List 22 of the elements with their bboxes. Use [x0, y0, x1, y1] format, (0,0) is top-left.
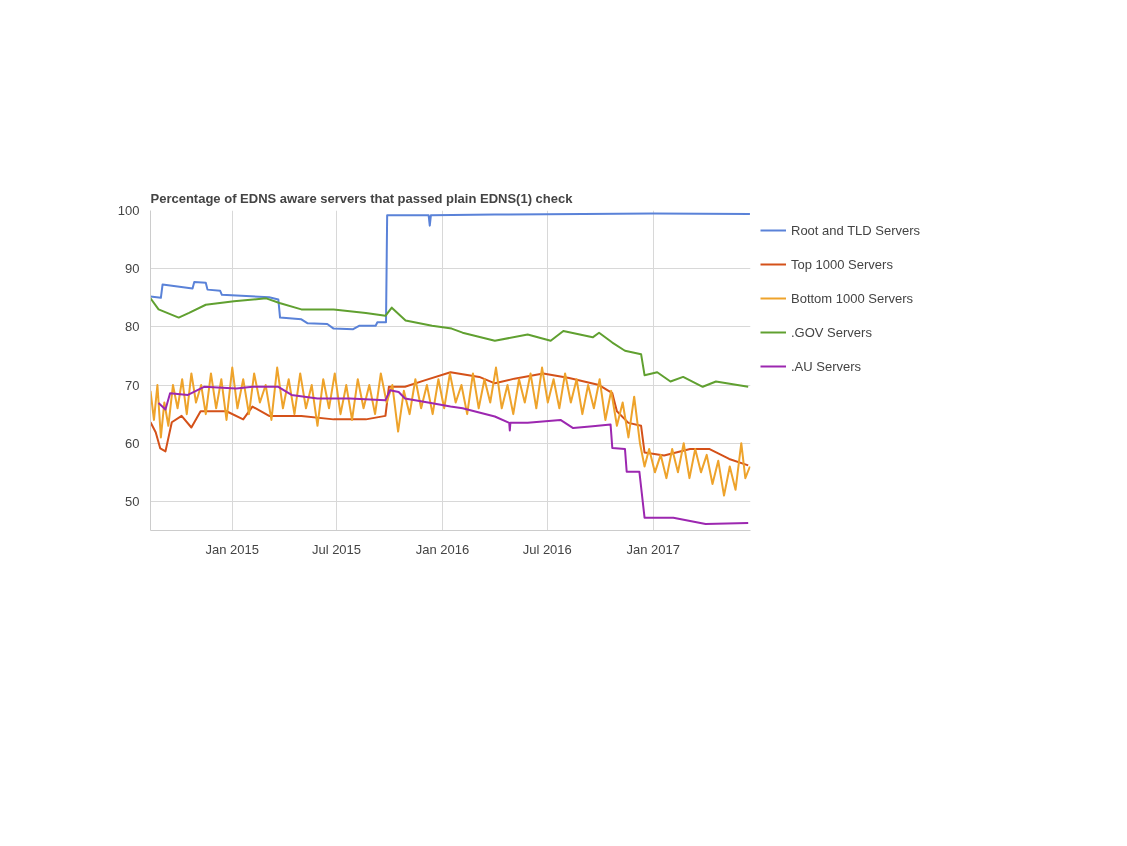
y-tick-label: 70 — [125, 377, 140, 393]
y-tick-label: 80 — [125, 319, 140, 335]
x-tick-label: Jan 2016 — [415, 541, 470, 557]
x-tick-label: Jan 2015 — [205, 541, 260, 557]
line-series — [150, 371, 750, 467]
y-tick-label: 100 — [117, 203, 140, 218]
x-tick-label: Jul 2015 — [311, 541, 362, 557]
y-tick-label: 60 — [125, 435, 140, 451]
line-series — [157, 385, 750, 526]
line-series — [150, 366, 751, 497]
legend-label: .GOV Servers — [791, 324, 872, 340]
x-tick-label: Jul 2016 — [522, 541, 572, 557]
x-tick-label: Jan 2017 — [626, 541, 680, 557]
line-series — [150, 212, 751, 331]
legend-label: Bottom 1000 Servers — [791, 290, 914, 306]
legend-label: Root and TLD Servers — [791, 222, 921, 238]
y-tick-label: 50 — [125, 493, 140, 509]
legend-label: Top 1000 Servers — [791, 256, 893, 272]
y-tick-label: 90 — [125, 261, 140, 277]
chart-title: Percentage of EDNS aware servers that passed plain EDNS(1) check — [150, 190, 574, 206]
line-series — [150, 297, 750, 388]
legend-label: .AU Servers — [791, 358, 862, 374]
